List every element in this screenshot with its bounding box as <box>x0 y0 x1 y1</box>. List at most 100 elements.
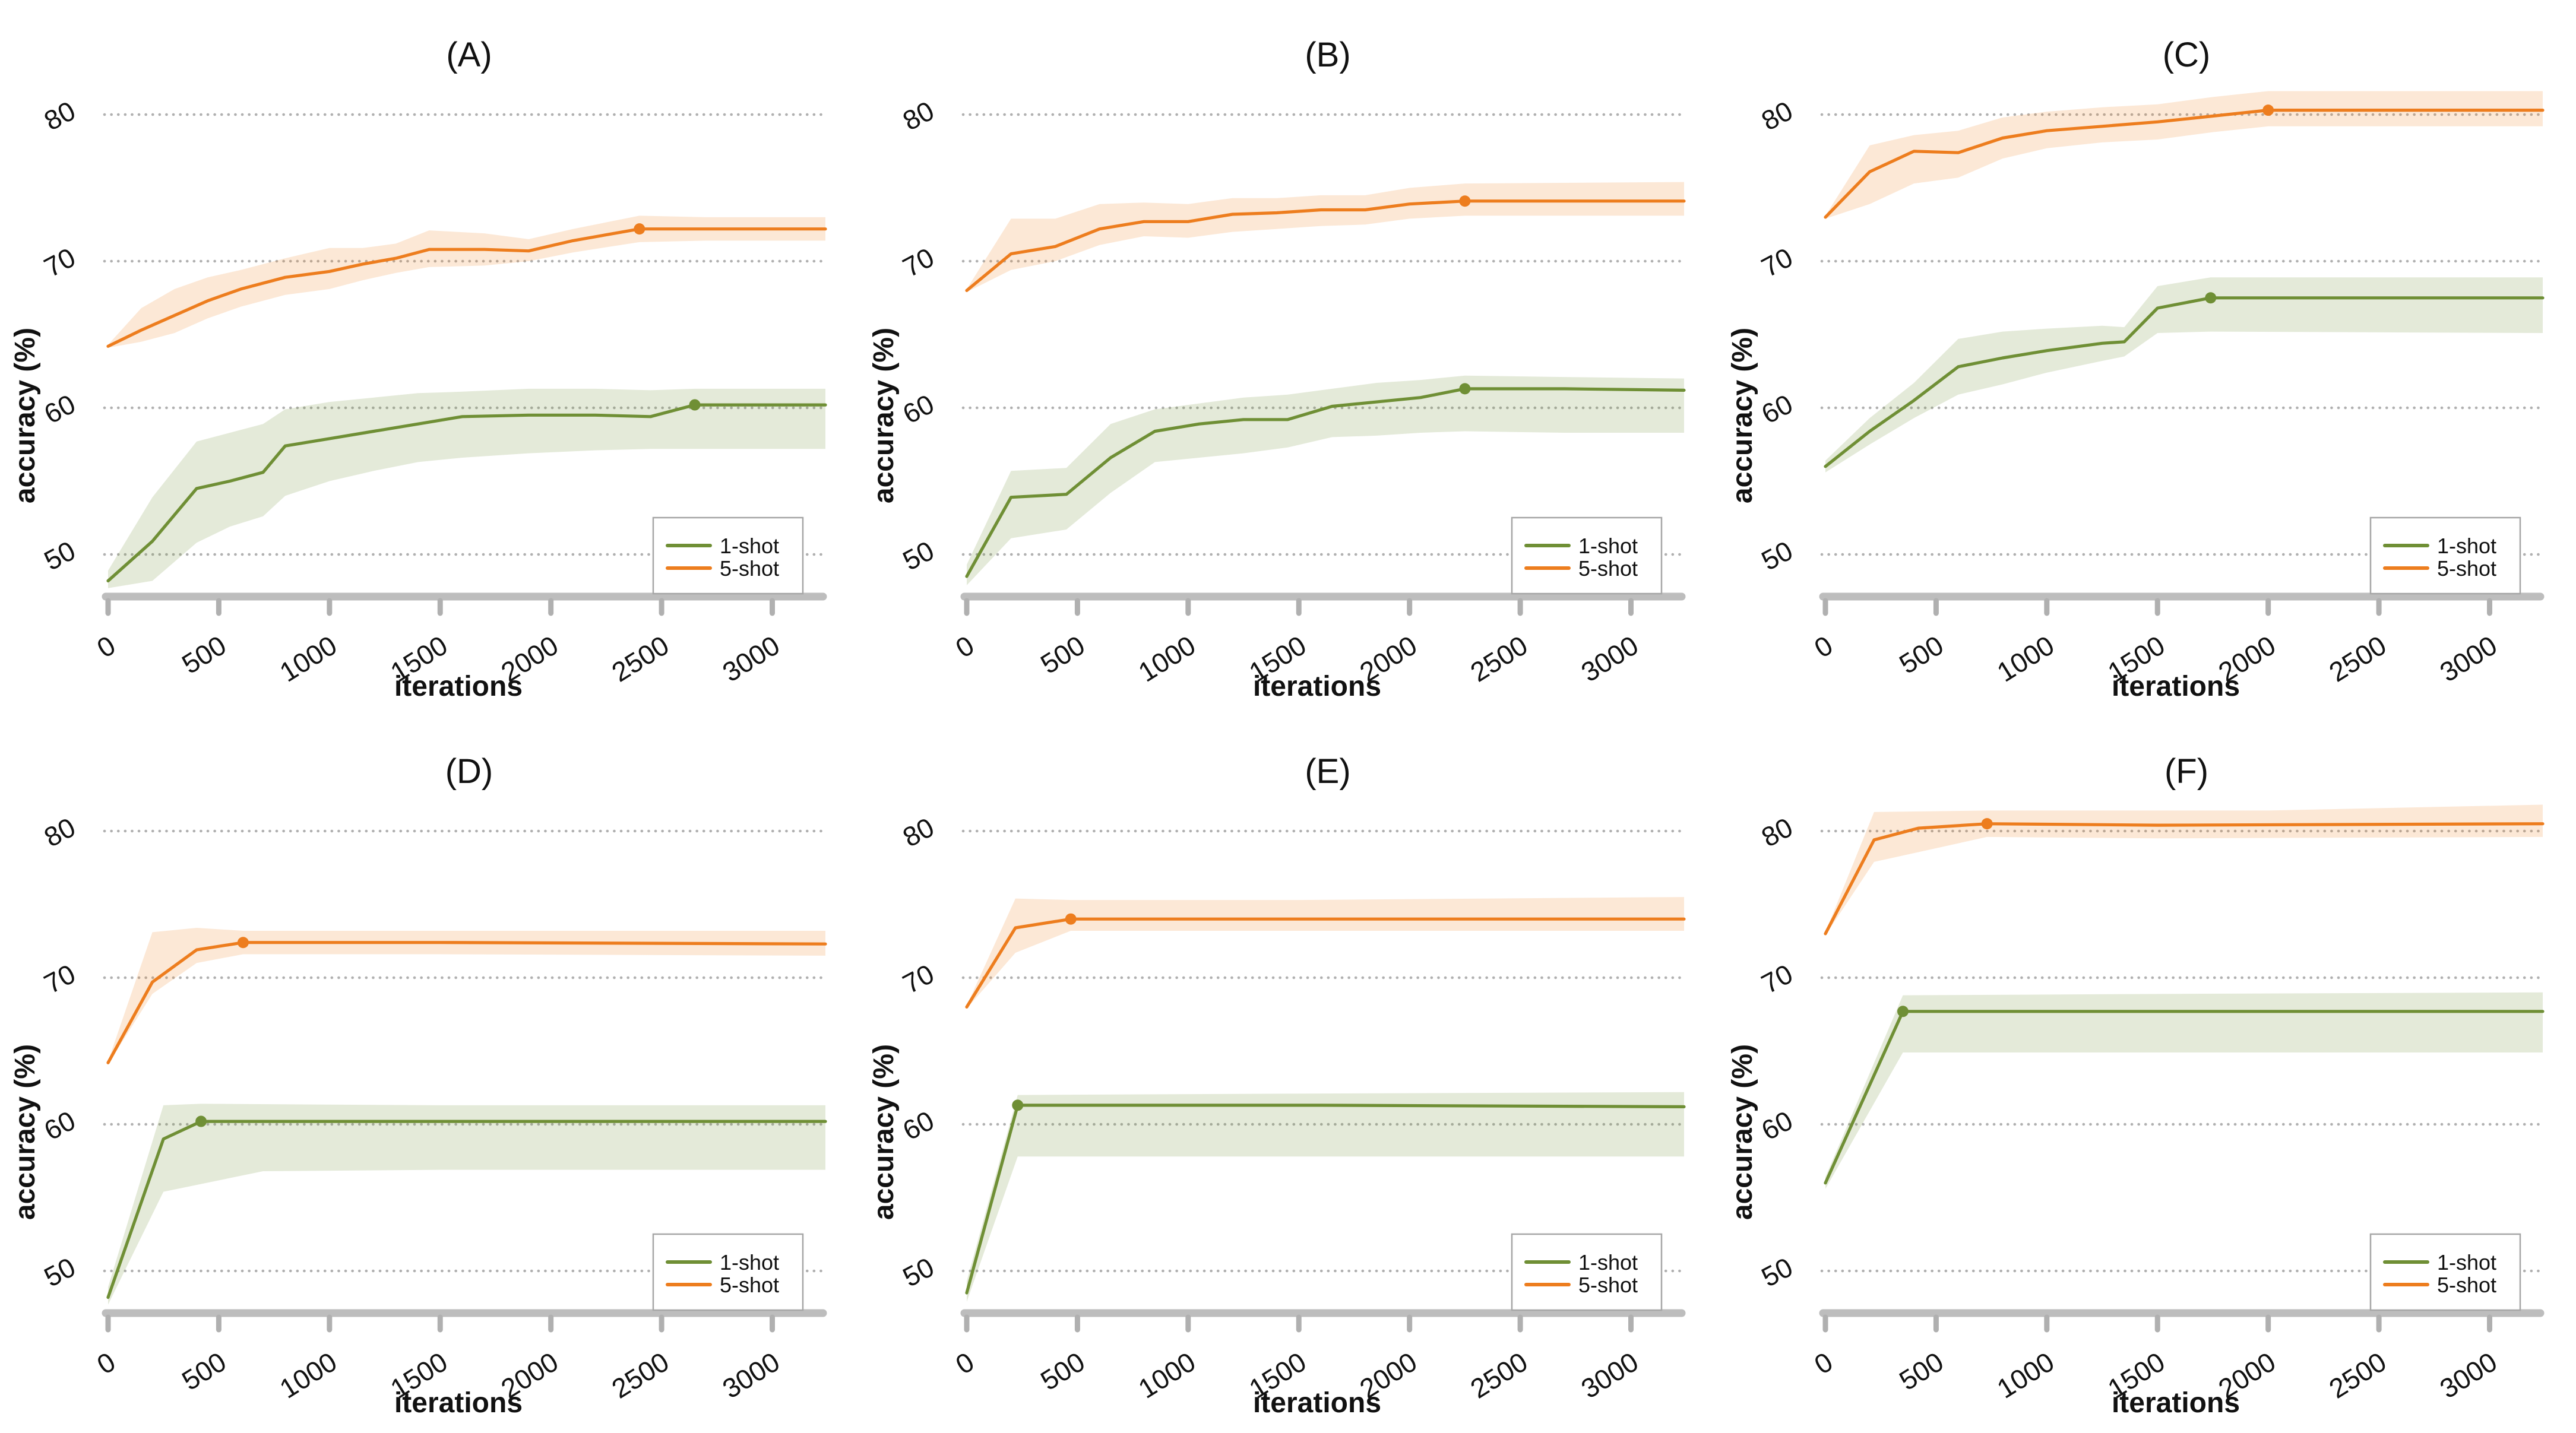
x-tick-label-2500: 2500 <box>2324 1346 2391 1404</box>
legend-label-5-shot: 5-shot <box>2437 1273 2496 1297</box>
series-5-shot-marker <box>1459 195 1471 207</box>
series-1-shot-line <box>106 403 827 583</box>
y-tick-label-60: 60 <box>1757 388 1798 430</box>
y-axis-label: accuracy (%) <box>1727 328 1758 503</box>
series-1-shot-band <box>967 375 1684 585</box>
series-5-shot-band <box>967 182 1684 292</box>
x-tick-label-3000: 3000 <box>717 629 784 687</box>
x-axis-label: iterations <box>1253 671 1381 702</box>
legend-label-1-shot: 1-shot <box>720 1250 779 1275</box>
panel-a: 80 70 60 50 0 500 1000 1500 2000 2500 3000 (A) accur… <box>0 0 859 716</box>
y-tick-label-80: 80 <box>1757 95 1798 137</box>
y-tick-label-60: 60 <box>898 388 939 430</box>
series-1-shot-line <box>965 1104 1686 1295</box>
series-5-shot-line <box>1824 822 2545 936</box>
legend-label-5-shot: 5-shot <box>720 1273 779 1297</box>
legend-label-1-shot: 1-shot <box>1578 1250 1638 1275</box>
y-axis-label: accuracy (%) <box>10 1044 41 1220</box>
series-1-shot-band <box>108 1104 825 1305</box>
y-tick-label-80: 80 <box>39 811 81 853</box>
legend-box <box>1511 1233 1663 1311</box>
x-tick-label-500: 500 <box>176 1346 232 1396</box>
x-tick-label-500: 500 <box>1035 1346 1090 1396</box>
series-5-shot-marker <box>2262 104 2274 116</box>
y-tick-label-50: 50 <box>898 535 939 576</box>
y-axis-label: accuracy (%) <box>1727 1044 1758 1220</box>
y-tick-label-80: 80 <box>898 811 939 853</box>
legend-box <box>1511 516 1663 595</box>
x-tick-label-1000: 1000 <box>1992 1346 2059 1404</box>
x-tick-label-0: 0 <box>91 629 121 664</box>
x-tick-label-3000: 3000 <box>717 1346 784 1404</box>
panel-title: (E) <box>1305 752 1350 791</box>
y-tick-label-70: 70 <box>39 958 81 1000</box>
x-tick-label-500: 500 <box>1035 629 1090 680</box>
x-tick-label-0: 0 <box>1809 1346 1838 1380</box>
x-tick-label-1000: 1000 <box>274 629 342 687</box>
legend-label-5-shot: 5-shot <box>2437 556 2496 581</box>
x-tick-label-0: 0 <box>1809 629 1838 664</box>
legend-label-1-shot: 1-shot <box>1578 534 1638 558</box>
series-5-shot-band <box>1825 91 2543 219</box>
x-tick-label-0: 0 <box>950 629 979 664</box>
legend-label-5-shot: 5-shot <box>1578 1273 1638 1297</box>
x-tick-label-500: 500 <box>1894 1346 1949 1396</box>
series-1-shot-line <box>1824 296 2545 468</box>
x-axis-label: iterations <box>394 1387 523 1419</box>
y-tick-label-80: 80 <box>898 95 939 137</box>
x-tick-label-500: 500 <box>176 629 232 680</box>
y-tick-label-70: 70 <box>1757 958 1798 1000</box>
legend-label-5-shot: 5-shot <box>720 556 779 581</box>
series-1-shot-band <box>967 1092 1684 1302</box>
series-5-shot-band <box>108 215 825 348</box>
y-tick-label-50: 50 <box>898 1251 939 1293</box>
series-5-shot-band <box>108 928 825 1064</box>
x-tick-label-1000: 1000 <box>274 1346 342 1404</box>
series-5-shot-marker <box>237 937 249 949</box>
x-tick-label-3000: 3000 <box>1575 629 1643 687</box>
y-tick-label-60: 60 <box>39 1105 81 1146</box>
x-tick-label-2500: 2500 <box>2324 629 2391 687</box>
y-tick-label-80: 80 <box>39 95 81 137</box>
panel-e: 80 70 60 50 0 500 1000 1500 2000 2500 3000 (E) accur… <box>859 716 1717 1433</box>
series-1-shot-line <box>965 387 1686 578</box>
legend-box <box>2369 516 2521 595</box>
x-tick-label-3000: 3000 <box>2434 629 2502 687</box>
x-tick-label-1000: 1000 <box>1992 629 2059 687</box>
y-tick-label-70: 70 <box>39 242 81 283</box>
x-tick-label-3000: 3000 <box>1575 1346 1643 1404</box>
x-tick-label-0: 0 <box>950 1346 979 1380</box>
legend-label-1-shot: 1-shot <box>720 534 779 558</box>
series-5-shot-band <box>967 897 1684 1009</box>
legend-box <box>652 516 804 595</box>
series-1-shot-band <box>108 388 825 588</box>
y-axis-label: accuracy (%) <box>868 328 900 503</box>
y-axis-label: accuracy (%) <box>868 1044 900 1220</box>
x-tick-label-2500: 2500 <box>1465 1346 1533 1404</box>
y-tick-label-70: 70 <box>898 242 939 283</box>
x-tick-label-2500: 2500 <box>606 629 674 687</box>
legend-label-1-shot: 1-shot <box>2437 1250 2496 1275</box>
series-1-shot-marker <box>195 1115 207 1127</box>
x-axis-label: iterations <box>2112 1387 2240 1419</box>
legend-box <box>2369 1233 2521 1311</box>
x-tick-label-3000: 3000 <box>2434 1346 2502 1404</box>
series-5-shot-line <box>965 199 1686 292</box>
series-5-shot-marker <box>1981 818 1993 830</box>
y-tick-label-60: 60 <box>1757 1105 1798 1146</box>
series-1-shot-marker <box>1012 1099 1024 1111</box>
legend-label-1-shot: 1-shot <box>2437 534 2496 558</box>
x-tick-label-0: 0 <box>91 1346 121 1380</box>
series-5-shot-line <box>106 941 827 1064</box>
panel-title: (F) <box>2164 752 2208 791</box>
series-5-shot-line <box>106 227 827 348</box>
series-5-shot-band <box>1825 804 2543 936</box>
legend-label-5-shot: 5-shot <box>1578 556 1638 581</box>
